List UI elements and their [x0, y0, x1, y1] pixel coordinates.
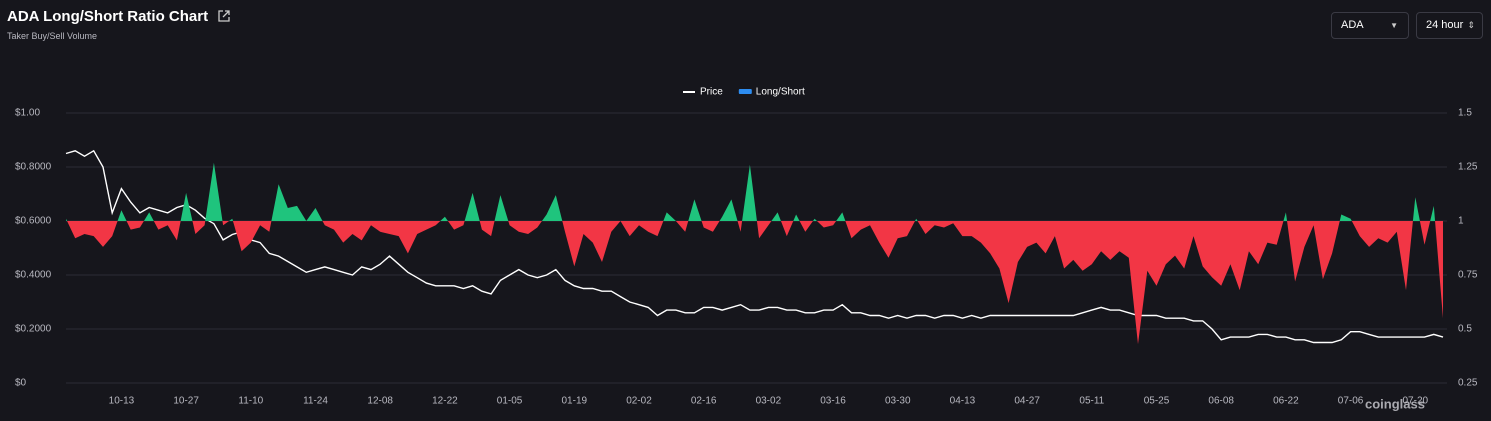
y2-tick-label: 0.75 — [1458, 270, 1478, 281]
x-tick-label: 11-10 — [238, 396, 263, 407]
y-tick-label: $0 — [15, 378, 27, 389]
watermark: coinglass — [1365, 396, 1425, 411]
x-tick-label: 04-27 — [1014, 396, 1040, 407]
y2-tick-label: 1.25 — [1458, 162, 1478, 173]
y-tick-label: $0.2000 — [15, 324, 52, 335]
ratio-area — [66, 162, 1443, 345]
caret: ⇕ — [1467, 20, 1475, 30]
x-tick-label: 10-13 — [109, 396, 135, 407]
external-link-icon[interactable] — [218, 10, 230, 22]
x-tick-label: 06-08 — [1208, 396, 1234, 407]
y2-tick-label: 1 — [1458, 216, 1464, 227]
x-tick-label: 07-06 — [1338, 396, 1364, 407]
legend-label: Price — [700, 87, 723, 98]
x-tick-label: 02-16 — [691, 396, 717, 407]
header: ADA Long/Short Ratio Chart Taker Buy/Sel… — [7, 8, 230, 41]
caret: ▼ — [1390, 21, 1398, 30]
symbol-text: ADA — [1341, 19, 1364, 31]
x-tick-label: 06-22 — [1273, 396, 1299, 407]
y-tick-label: $0.8000 — [15, 162, 52, 173]
x-tick-label: 11-24 — [303, 396, 328, 407]
x-tick-label: 03-16 — [820, 396, 846, 407]
interval-select[interactable]: 24 hour ⇕ — [1416, 12, 1483, 39]
y2-tick-label: 1.5 — [1458, 108, 1472, 119]
y-tick-label: $0.4000 — [15, 270, 52, 281]
x-tick-label: 02-02 — [626, 396, 652, 407]
y-tick-label: $1.00 — [15, 108, 40, 119]
legend-swatch — [738, 89, 752, 94]
y2-tick-label: 0.5 — [1458, 324, 1472, 335]
title: ADA Long/Short Ratio Chart — [7, 8, 230, 25]
x-tick-label: 07-20 — [1402, 396, 1428, 407]
symbol-select[interactable]: ADA ▼ — [1331, 12, 1409, 39]
x-tick-label: 01-19 — [561, 396, 587, 407]
x-tick-label: 03-30 — [885, 396, 911, 407]
title-text: ADA Long/Short Ratio Chart — [7, 8, 209, 25]
x-tick-label: 12-08 — [367, 396, 393, 407]
subtitle: Taker Buy/Sell Volume — [7, 31, 98, 41]
legend-label: Long/Short — [756, 87, 805, 98]
price-line — [65, 149, 1444, 344]
x-tick-label: 12-22 — [432, 396, 458, 407]
x-tick-label: 03-02 — [756, 396, 782, 407]
x-tick-label: 10-27 — [173, 396, 199, 407]
y2-tick-label: 0.25 — [1458, 378, 1478, 389]
x-tick-label: 04-13 — [950, 396, 976, 407]
interval-text: 24 hour — [1426, 19, 1464, 31]
x-tick-label: 01-05 — [497, 396, 523, 407]
x-tick-label: 05-25 — [1144, 396, 1170, 407]
y-tick-label: $0.6000 — [15, 216, 52, 227]
x-tick-label: 05-11 — [1079, 396, 1104, 407]
